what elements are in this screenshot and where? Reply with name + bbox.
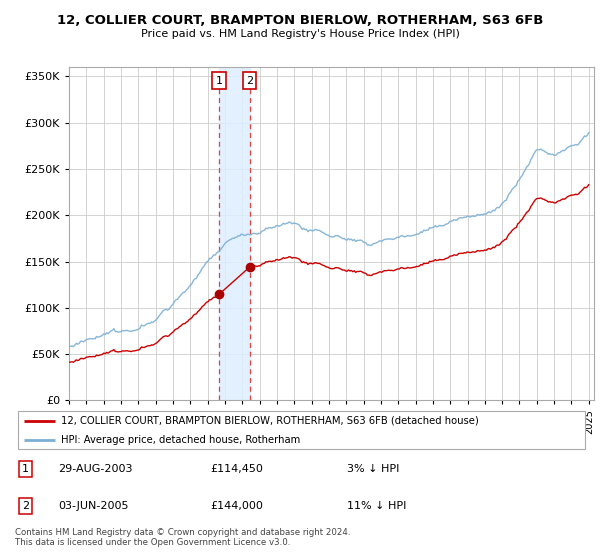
Text: 12, COLLIER COURT, BRAMPTON BIERLOW, ROTHERHAM, S63 6FB: 12, COLLIER COURT, BRAMPTON BIERLOW, ROT… [57,14,543,27]
Text: 1: 1 [22,464,29,474]
Text: 03-JUN-2005: 03-JUN-2005 [58,501,128,511]
Text: 1: 1 [215,76,223,86]
Text: 2: 2 [22,501,29,511]
Text: Price paid vs. HM Land Registry's House Price Index (HPI): Price paid vs. HM Land Registry's House … [140,29,460,39]
Text: Contains HM Land Registry data © Crown copyright and database right 2024.
This d: Contains HM Land Registry data © Crown c… [15,528,350,547]
FancyBboxPatch shape [18,411,585,449]
Text: 12, COLLIER COURT, BRAMPTON BIERLOW, ROTHERHAM, S63 6FB (detached house): 12, COLLIER COURT, BRAMPTON BIERLOW, ROT… [61,416,479,426]
Text: HPI: Average price, detached house, Rotherham: HPI: Average price, detached house, Roth… [61,435,300,445]
Text: 11% ↓ HPI: 11% ↓ HPI [347,501,407,511]
Text: £144,000: £144,000 [210,501,263,511]
Text: 3% ↓ HPI: 3% ↓ HPI [347,464,400,474]
Text: £114,450: £114,450 [210,464,263,474]
Text: 2: 2 [246,76,253,86]
Bar [219,67,250,400]
Text: 29-AUG-2003: 29-AUG-2003 [58,464,133,474]
